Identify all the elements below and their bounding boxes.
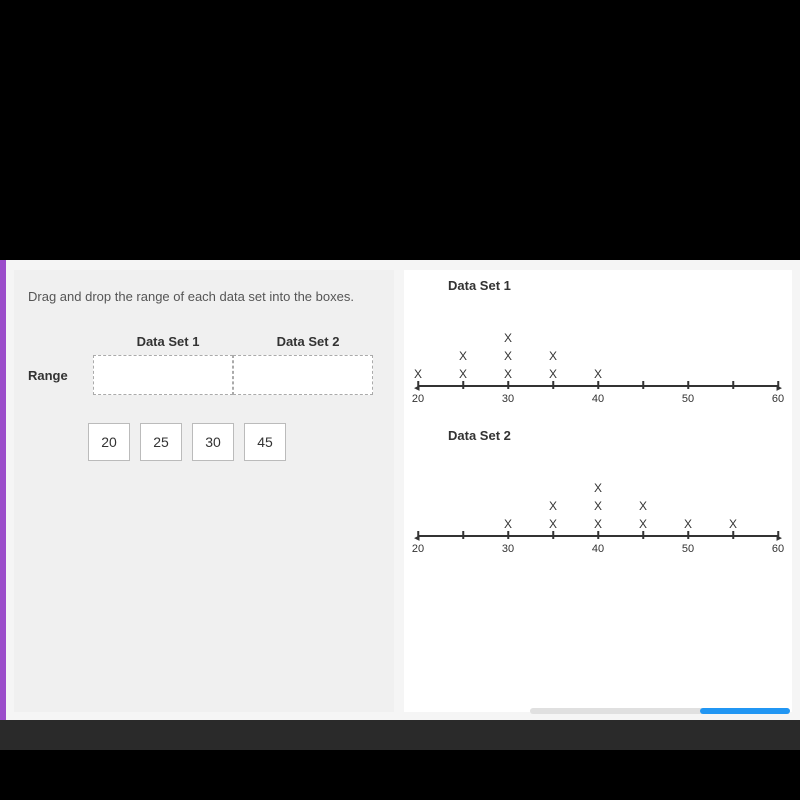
axis-tick (462, 531, 464, 539)
axis-tick-label: 60 (772, 543, 784, 555)
axis-tick (552, 531, 554, 539)
tile-20[interactable]: 20 (88, 423, 130, 461)
answer-tiles: 20 25 30 45 (88, 423, 380, 461)
axis-tick (732, 381, 734, 389)
axis-tick (777, 381, 779, 389)
dropzone-dataset-1[interactable] (93, 355, 233, 395)
axis-tick (597, 381, 599, 389)
axis-tick-label: 40 (592, 543, 604, 555)
x-mark: X (504, 331, 512, 345)
dataset-2-title: Data Set 2 (448, 428, 788, 443)
x-mark: X (459, 349, 467, 363)
dropzone-dataset-2[interactable] (233, 355, 373, 395)
axis-tick-label: 50 (682, 393, 694, 405)
axis-tick-label: 60 (772, 393, 784, 405)
axis-tick (732, 531, 734, 539)
x-mark: X (594, 517, 602, 531)
axis-tick (642, 531, 644, 539)
axis-tick (507, 531, 509, 539)
axis-tick (687, 531, 689, 539)
range-row: Range (28, 355, 380, 395)
plot-area-1: XXXXXXXXX (418, 301, 778, 381)
x-mark: X (504, 367, 512, 381)
tile-45[interactable]: 45 (244, 423, 286, 461)
range-label: Range (28, 368, 93, 383)
x-mark: X (639, 499, 647, 513)
axis-tick-label: 30 (502, 543, 514, 555)
x-mark: X (549, 499, 557, 513)
dotplot-2: Data Set 2 XXXXXXXXXX ◂ ▸ 2030405060 (408, 428, 788, 558)
plot-area-2: XXXXXXXXXX (418, 451, 778, 531)
axis-tick (462, 381, 464, 389)
axis-tick-label: 20 (412, 543, 424, 555)
axis-tick-label: 40 (592, 393, 604, 405)
tile-30[interactable]: 30 (192, 423, 234, 461)
tile-25[interactable]: 25 (140, 423, 182, 461)
axis-tick (417, 381, 419, 389)
x-mark: X (549, 367, 557, 381)
x-mark: X (504, 349, 512, 363)
plots-panel: Data Set 1 XXXXXXXXX ◂ ▸ 2030405060 Data… (404, 270, 792, 712)
axis-tick (777, 531, 779, 539)
dropzone-headers: Data Set 1 Data Set 2 (98, 334, 380, 349)
header-dataset-2: Data Set 2 (238, 334, 378, 349)
x-mark: X (549, 517, 557, 531)
question-panel: Drag and drop the range of each data set… (14, 270, 394, 712)
axis-tick (597, 531, 599, 539)
x-mark: X (594, 481, 602, 495)
axis-1: ◂ ▸ 2030405060 (418, 381, 778, 411)
x-mark: X (549, 349, 557, 363)
axis-tick-label: 30 (502, 393, 514, 405)
x-mark: X (414, 367, 422, 381)
x-mark: X (594, 499, 602, 513)
content-row: Drag and drop the range of each data set… (14, 270, 792, 712)
axis-tick (687, 381, 689, 389)
x-mark: X (729, 517, 737, 531)
x-mark: X (639, 517, 647, 531)
axis-tick (507, 381, 509, 389)
axis-tick (642, 381, 644, 389)
monitor-bezel-bottom (0, 720, 800, 750)
app-screen: Drag and drop the range of each data set… (0, 260, 800, 720)
axis-tick-label: 50 (682, 543, 694, 555)
scrollbar-thumb[interactable] (700, 708, 790, 714)
x-mark: X (594, 367, 602, 381)
instruction-text: Drag and drop the range of each data set… (28, 288, 380, 306)
dataset-1-title: Data Set 1 (448, 278, 788, 293)
axis-tick (552, 381, 554, 389)
x-mark: X (684, 517, 692, 531)
horizontal-scrollbar[interactable] (530, 708, 790, 714)
axis-tick (417, 531, 419, 539)
dotplot-1: Data Set 1 XXXXXXXXX ◂ ▸ 2030405060 (408, 278, 788, 408)
x-mark: X (504, 517, 512, 531)
header-dataset-1: Data Set 1 (98, 334, 238, 349)
x-mark: X (459, 367, 467, 381)
axis-2: ◂ ▸ 2030405060 (418, 531, 778, 561)
axis-tick-label: 20 (412, 393, 424, 405)
